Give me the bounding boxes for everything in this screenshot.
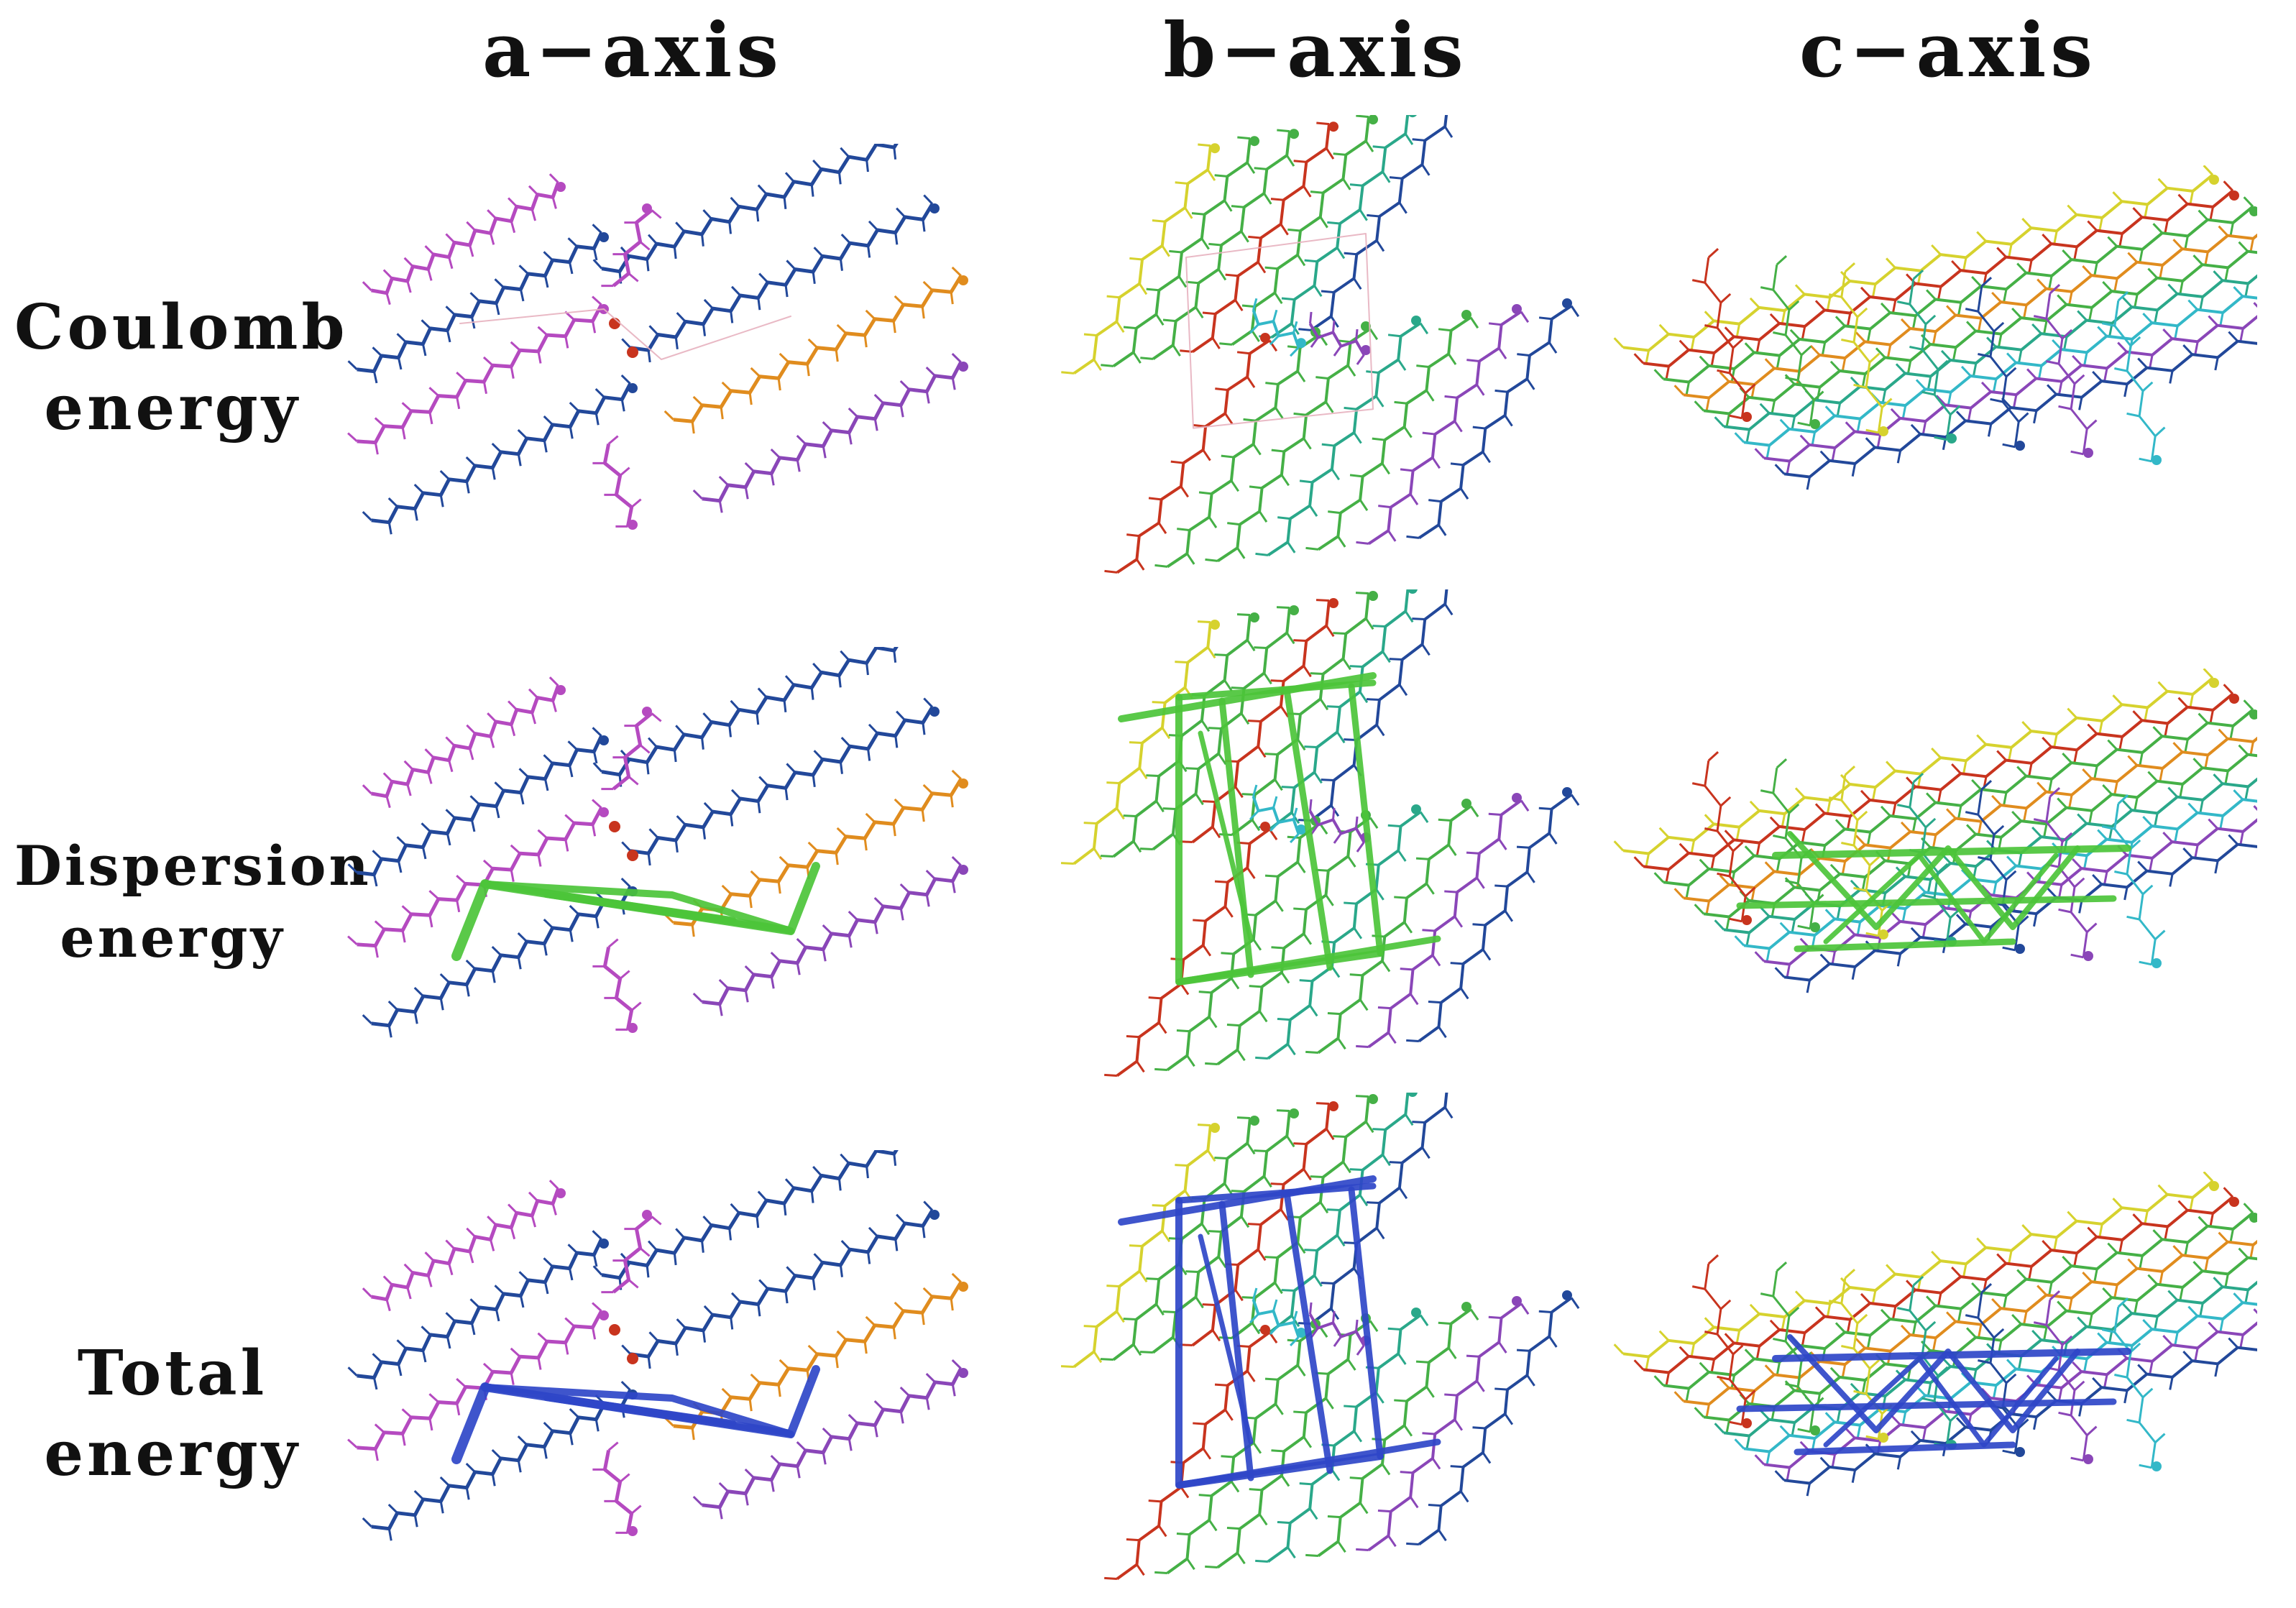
panel-coulomb-b-axis [1035,115,1581,589]
column-header-c-axis: c−axis [1799,6,2097,94]
panel-total-a-axis [331,1150,992,1581]
crystal-packing-image [1061,115,1580,574]
row-label-line1: Coulomb [14,291,349,364]
row-label-line2: energy [44,1418,301,1490]
panel-total-c-axis [1610,1172,2257,1545]
panel-coulomb-a-axis [331,144,992,575]
panel-coulomb-c-axis [1610,165,2257,539]
crystal-packing-image [1060,589,1580,1078]
panel-dispersion-c-axis [1610,669,2257,1042]
crystal-packing-image [1613,669,2257,993]
crystal-packing-image [1613,1172,2257,1497]
row-label-line2: energy [60,906,285,970]
crystal-packing-image [347,144,968,535]
panel-total-b-axis [1035,1093,1581,1596]
row-label-dispersion: Dispersion energy [14,830,372,974]
column-header-b-axis: b−axis [1163,6,1468,94]
panel-dispersion-b-axis [1035,589,1581,1093]
panel-dispersion-a-axis [331,647,992,1078]
row-label-line1: Total [77,1337,268,1410]
row-label-total: Total energy [14,1333,331,1494]
crystal-packing-image [1613,165,2257,490]
row-label-coulomb: Coulomb energy [14,288,349,449]
crystal-packing-image [347,1150,968,1541]
row-label-line2: energy [44,372,301,444]
crystal-packing-image [1060,1093,1580,1581]
row-label-line1: Dispersion [14,834,372,898]
column-header-a-axis: a−axis [482,6,783,94]
crystal-packing-image [347,647,968,1038]
